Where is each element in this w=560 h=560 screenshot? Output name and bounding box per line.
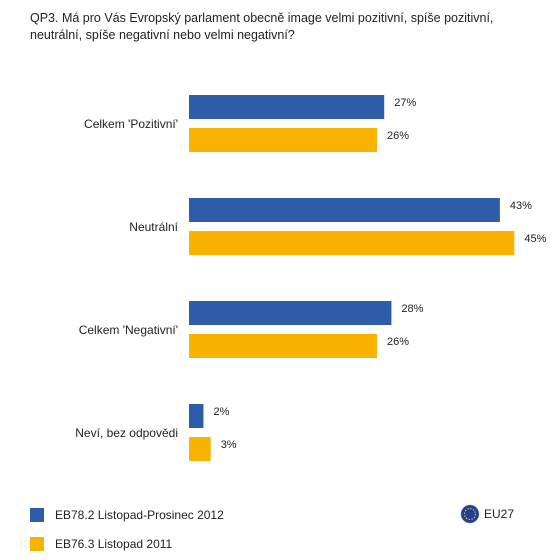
category-label: Celkem 'Pozitivní' [84, 117, 178, 131]
category-label: Neutrální [129, 220, 178, 234]
bar [189, 198, 500, 222]
bar [189, 301, 392, 325]
legend-label: EB78.2 Listopad-Prosinec 2012 [55, 508, 224, 522]
value-label: 2% [213, 406, 229, 418]
category-label: Neví, bez odpovědi [75, 426, 178, 440]
legend-swatch [30, 508, 44, 522]
bar [189, 404, 204, 428]
value-label: 26% [387, 130, 409, 142]
category-label: Celkem 'Negativní' [79, 323, 178, 337]
bar [189, 437, 211, 461]
bar [189, 128, 377, 152]
value-label: 27% [394, 97, 416, 109]
value-label: 28% [401, 303, 423, 315]
value-label: 43% [510, 200, 532, 212]
eu-flag-icon [460, 504, 480, 524]
bar [189, 334, 377, 358]
value-label: 3% [221, 439, 237, 451]
value-label: 45% [524, 233, 546, 245]
region-label: EU27 [484, 507, 514, 521]
legend-label: EB76.3 Listopad 2011 [55, 537, 173, 551]
legend-swatch [30, 537, 44, 551]
bar [189, 231, 515, 255]
chart-title: QP3. Má pro Vás Evropský parlament obecn… [30, 11, 494, 42]
bar [189, 95, 385, 119]
value-label: 26% [387, 336, 409, 348]
